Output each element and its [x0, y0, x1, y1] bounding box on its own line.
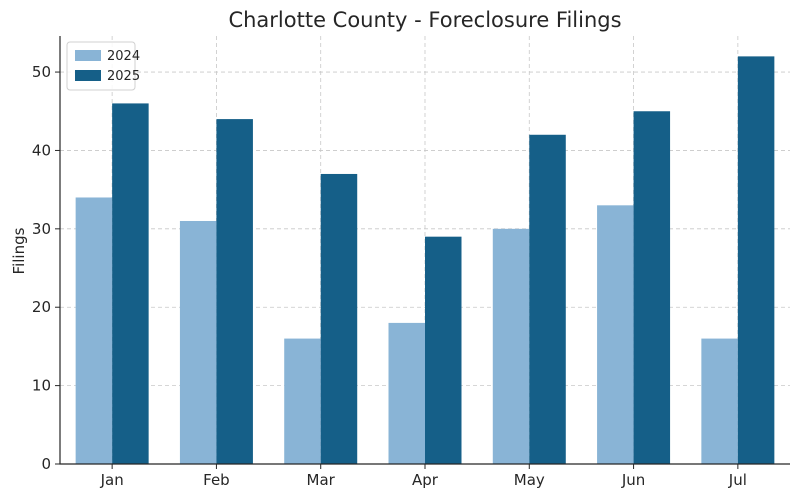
bar-2025-mar	[320, 173, 358, 464]
legend-label-2024: 2024	[107, 49, 140, 64]
legend-swatch-2024	[75, 50, 101, 61]
bar-2025-jun	[633, 111, 671, 464]
x-tick-label: Jan	[100, 471, 124, 489]
x-tick-label: Jun	[621, 471, 645, 489]
bar-2024-mar	[284, 338, 321, 464]
x-tick-label: Jul	[728, 471, 747, 489]
axis-spines	[59, 36, 790, 465]
bar-2025-apr	[425, 236, 462, 464]
bars	[75, 56, 775, 465]
y-tick-label: 0	[41, 455, 51, 473]
y-tick-label: 40	[32, 141, 51, 159]
y-axis-label: Filings	[10, 227, 28, 274]
bar-2025-jul	[737, 56, 775, 464]
bar-2025-jan	[112, 103, 149, 465]
bar-2024-jul	[701, 338, 738, 464]
x-tick-label: Mar	[307, 471, 336, 489]
bar-2025-feb	[216, 119, 253, 464]
bar-2025-may	[529, 134, 566, 464]
bar-2024-jan	[75, 197, 113, 464]
legend-swatch-2025	[75, 70, 101, 81]
bar-2024-feb	[179, 220, 217, 464]
legend: 2024 2025	[66, 41, 140, 91]
x-tick-label: Feb	[203, 471, 230, 489]
x-tick-label: Apr	[412, 471, 439, 489]
legend-label-2025: 2025	[107, 69, 140, 84]
bar-2024-apr	[388, 322, 425, 464]
y-tick-label: 20	[32, 298, 51, 316]
y-tick-label: 30	[32, 220, 51, 238]
chart-title: Charlotte County - Foreclosure Filings	[228, 8, 621, 32]
y-tick-label: 10	[32, 377, 51, 395]
bar-2024-jun	[597, 205, 634, 465]
x-tick-label: May	[514, 471, 545, 489]
bar-2024-may	[492, 228, 530, 464]
axes: 0 10 20 30 40 50 Jan Feb Mar Apr May Jun Jul	[32, 36, 790, 489]
y-tick-label: 50	[32, 63, 51, 81]
